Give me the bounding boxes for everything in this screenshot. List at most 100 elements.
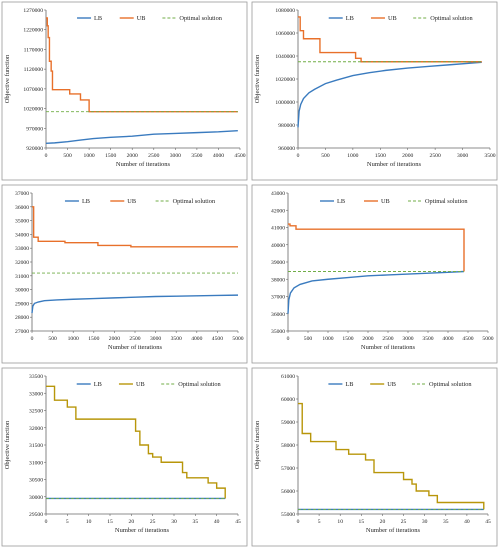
y-tick-label: 920000 <box>26 146 43 152</box>
x-axis-title: Number of iterations <box>361 344 416 351</box>
y-tick-label: 27000 <box>15 329 29 335</box>
legend-label: Optimal solution <box>173 198 216 205</box>
x-axis-title: Number of iterations <box>366 527 421 534</box>
panel-frame <box>251 1 498 181</box>
y-tick-label: 1020000 <box>23 107 43 113</box>
x-tick-label: 35 <box>193 519 199 525</box>
x-tick-label: 0 <box>45 153 48 159</box>
x-tick-label: 4500 <box>234 153 245 159</box>
y-tick-label: 37000 <box>271 295 285 301</box>
series-line-ub <box>46 385 226 499</box>
y-tick-label: 42000 <box>271 208 285 214</box>
legend-label: UB <box>388 15 397 22</box>
x-tick-label: 500 <box>48 336 57 342</box>
legend-label: Optimal solution <box>179 15 222 22</box>
y-tick-label: 33000 <box>29 391 43 397</box>
y-tick-label: 31500 <box>29 443 43 449</box>
y-tick-label: 36000 <box>271 312 285 318</box>
chart-panel-4: 0 500 1000 1500 2000 2500 3000 3500 4000 4500 5000… <box>251 184 498 376</box>
y-tick-label: 33000 <box>15 246 29 252</box>
y-axis-title: Objective function <box>4 420 11 469</box>
x-tick-label: 3000 <box>402 336 413 342</box>
y-tick-label: 970000 <box>26 126 43 132</box>
x-tick-label: 45 <box>235 519 241 525</box>
x-tick-label: 3500 <box>191 153 202 159</box>
y-tick-label: 36000 <box>15 205 29 211</box>
x-axis-title: Number of iterations <box>116 161 171 168</box>
legend-label: LB <box>82 198 90 205</box>
x-tick-label: 2000 <box>402 153 413 159</box>
x-tick-label: 10 <box>86 519 92 525</box>
x-tick-label: 30 <box>171 519 177 525</box>
x-tick-label: 20 <box>380 519 386 525</box>
y-tick-label: 30500 <box>29 478 43 484</box>
y-tick-label: 58000 <box>281 443 295 449</box>
x-tick-label: 4500 <box>212 336 223 342</box>
x-tick-label: 3000 <box>457 153 468 159</box>
x-tick-label: 500 <box>63 153 72 159</box>
y-tick-label: 1060000 <box>275 31 295 37</box>
x-tick-label: 45 <box>485 519 491 525</box>
legend-label: Optimal solution <box>425 198 468 205</box>
legend-label: Optimal solution <box>430 15 473 22</box>
x-tick-label: 4000 <box>213 153 224 159</box>
x-axis-title: Number of iterations <box>367 161 422 168</box>
chart-panel-1: 0 500 1000 1500 2000 2500 3000 3500 4000 4500 9200… <box>1 1 248 193</box>
y-tick-label: 35000 <box>15 219 29 225</box>
panel-frame <box>251 184 498 364</box>
series-line-ub <box>32 206 238 248</box>
series-line-lb <box>31 294 239 314</box>
y-tick-label: 56000 <box>281 489 295 495</box>
y-axis-title: Objective function <box>4 54 11 103</box>
x-tick-label: 1500 <box>105 153 116 159</box>
series-line-lb <box>287 270 465 314</box>
x-tick-label: 4000 <box>442 336 453 342</box>
y-tick-label: 1120000 <box>24 67 44 73</box>
x-tick-label: 2500 <box>129 336 140 342</box>
y-tick-label: 59000 <box>281 420 295 426</box>
y-tick-label: 29000 <box>15 301 29 307</box>
x-tick-label: 5 <box>66 519 69 525</box>
x-tick-label: 2500 <box>382 336 393 342</box>
y-tick-label: 32500 <box>29 409 43 415</box>
x-tick-label: 25 <box>150 519 156 525</box>
y-tick-label: 1070000 <box>23 87 43 93</box>
y-tick-label: 980000 <box>278 123 295 129</box>
legend-label: UB <box>136 381 145 388</box>
y-tick-label: 61000 <box>281 374 295 380</box>
x-tick-label: 2000 <box>362 336 373 342</box>
y-tick-label: 60000 <box>281 397 295 403</box>
panel-frame <box>1 184 248 364</box>
y-tick-label: 32000 <box>15 260 29 266</box>
x-tick-label: 0 <box>45 519 48 525</box>
y-tick-label: 31000 <box>29 460 43 466</box>
chart-panel-6: 0 5 10 15 20 25 30 35 40 45 55000 56000 57000 58000 59… <box>251 367 498 550</box>
x-tick-label: 15 <box>107 519 113 525</box>
y-tick-label: 29500 <box>29 512 43 518</box>
legend-label: Optimal solution <box>429 381 472 388</box>
legend-label: LB <box>345 381 353 388</box>
x-tick-label: 2500 <box>148 153 159 159</box>
legend-label: UB <box>137 15 146 22</box>
legend-label: UB <box>387 381 396 388</box>
x-tick-label: 1500 <box>342 336 353 342</box>
panel-frame <box>251 367 498 547</box>
y-tick-label: 1040000 <box>275 54 295 60</box>
x-axis-title: Number of iterations <box>108 344 163 351</box>
series-line-ub <box>298 402 485 510</box>
x-tick-label: 3500 <box>484 153 495 159</box>
legend-label: LB <box>94 381 102 388</box>
y-tick-label: 33500 <box>29 374 43 380</box>
x-tick-label: 1500 <box>375 153 386 159</box>
chart-panel-3: 0 500 1000 1500 2000 2500 3000 3500 4000 4500 5000… <box>1 184 248 376</box>
x-tick-label: 3500 <box>422 336 433 342</box>
x-tick-label: 0 <box>297 153 300 159</box>
y-tick-label: 40000 <box>271 243 285 249</box>
y-tick-label: 1270000 <box>23 8 43 14</box>
y-axis-title: Objective function <box>254 420 261 469</box>
x-tick-label: 0 <box>31 336 34 342</box>
y-tick-label: 1170000 <box>24 47 44 53</box>
legend-label: Optimal solution <box>178 381 221 388</box>
y-tick-label: 37000 <box>15 191 29 197</box>
